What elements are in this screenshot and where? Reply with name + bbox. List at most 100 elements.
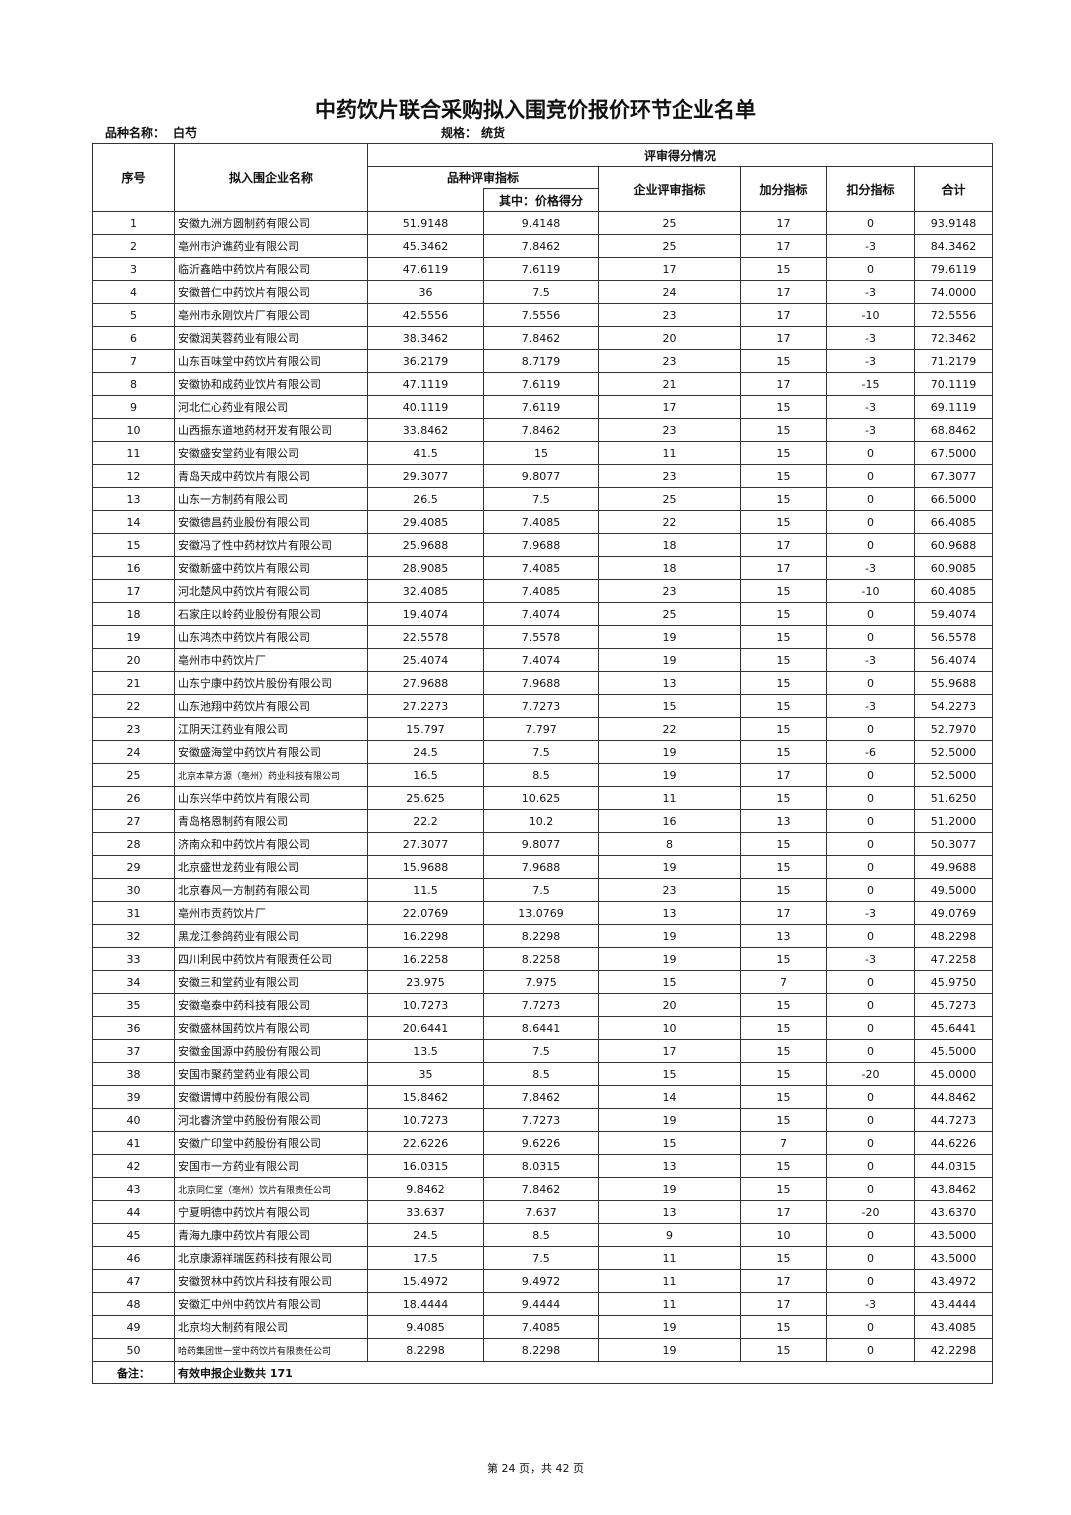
total: 66.4085 (913, 510, 994, 534)
variety-index: 28.9085 (367, 556, 484, 580)
bonus: 13 (740, 924, 827, 948)
total: 69.1119 (913, 395, 994, 419)
row-no: 46 (92, 1246, 175, 1270)
deduction: -3 (826, 280, 915, 304)
variety-index: 16.0315 (367, 1154, 484, 1178)
total: 66.5000 (913, 487, 994, 511)
company-name: 安徽亳泰中药科技有限公司 (174, 993, 368, 1017)
company-index: 23 (598, 349, 741, 373)
table-row: 15 安徽冯了性中药材饮片有限公司 25.9688 7.9688 18 17 0 60.968… (92, 533, 994, 557)
bonus: 17 (740, 763, 827, 787)
variety-index: 36 (367, 280, 484, 304)
company-index: 15 (598, 694, 741, 718)
deduction: 0 (826, 786, 915, 810)
table-row: 32 黑龙江参鸽药业有限公司 16.2298 8.2298 19 13 0 48.2298 (92, 924, 994, 948)
company-name: 安徽贺林中药饮片科技有限公司 (174, 1269, 368, 1293)
bonus: 15 (740, 694, 827, 718)
company-index: 19 (598, 1108, 741, 1132)
table-row: 41 安徽广印堂中药股份有限公司 22.6226 9.6226 15 7 0 44.6226 (92, 1131, 994, 1155)
deduction: 0 (826, 510, 915, 534)
remark-label: 备注： (92, 1361, 175, 1384)
company-name: 亳州市沪谯药业有限公司 (174, 234, 368, 258)
total: 52.7970 (913, 717, 994, 741)
table-row: 36 安徽盛林国药饮片有限公司 20.6441 8.6441 10 15 0 45.6441 (92, 1016, 994, 1040)
variety-index: 16.2258 (367, 947, 484, 971)
company-name: 安徽三和堂药业有限公司 (174, 970, 368, 994)
row-no: 41 (92, 1131, 175, 1155)
price-score: 7.8462 (483, 1177, 599, 1201)
table-row: 40 河北睿济堂中药股份有限公司 10.7273 7.7273 19 15 0 44.7273 (92, 1108, 994, 1132)
total: 70.1119 (913, 372, 994, 396)
variety-index: 51.9148 (367, 211, 484, 235)
table-row: 19 山东鸿杰中药饮片有限公司 22.5578 7.5578 19 15 0 56.5578 (92, 625, 994, 649)
company-index: 19 (598, 740, 741, 764)
company-index: 10 (598, 1016, 741, 1040)
row-no: 37 (92, 1039, 175, 1063)
deduction: 0 (826, 1108, 915, 1132)
table-row: 48 安徽汇中州中药饮片有限公司 18.4444 9.4444 11 17 -3 43.444… (92, 1292, 994, 1316)
deduction: 0 (826, 671, 915, 695)
company-name: 北京康源祥瑞医药科技有限公司 (174, 1246, 368, 1270)
deduction: -3 (826, 1292, 915, 1316)
row-no: 19 (92, 625, 175, 649)
company-index: 18 (598, 533, 741, 557)
company-index: 25 (598, 602, 741, 626)
company-index: 19 (598, 855, 741, 879)
total: 43.4085 (913, 1315, 994, 1339)
price-score: 9.4444 (483, 1292, 599, 1316)
company-index: 17 (598, 1039, 741, 1063)
bonus: 15 (740, 786, 827, 810)
deduction: -3 (826, 326, 915, 350)
bonus: 15 (740, 625, 827, 649)
variety-index: 23.975 (367, 970, 484, 994)
company-name: 济南众和中药饮片有限公司 (174, 832, 368, 856)
company-name: 安徽金国源中药股份有限公司 (174, 1039, 368, 1063)
variety-index: 25.625 (367, 786, 484, 810)
table-row: 25 北京本草方源（亳州）药业科技有限公司 16.5 8.5 19 17 0 52.5000 (92, 763, 994, 787)
table-row: 7 山东百味堂中药饮片有限公司 36.2179 8.7179 23 15 -3 71.2179 (92, 349, 994, 373)
total: 74.0000 (913, 280, 994, 304)
company-name: 亳州市贡药饮片厂 (174, 901, 368, 925)
table-row: 18 石家庄以岭药业股份有限公司 19.4074 7.4074 25 15 0 59.4074 (92, 602, 994, 626)
variety-index: 18.4444 (367, 1292, 484, 1316)
company-name: 安徽盛安堂药业有限公司 (174, 441, 368, 465)
row-no: 45 (92, 1223, 175, 1247)
variety-label: 品种名称： (105, 126, 166, 140)
company-name: 黑龙江参鸽药业有限公司 (174, 924, 368, 948)
total: 72.3462 (913, 326, 994, 350)
header-total: 合计 (913, 166, 994, 212)
header-price-score: 其中：价格得分 (483, 188, 599, 212)
deduction: 0 (826, 602, 915, 626)
price-score: 7.5 (483, 1039, 599, 1063)
bonus: 17 (740, 1200, 827, 1224)
table-row: 29 北京盛世龙药业有限公司 15.9688 7.9688 19 15 0 49.9688 (92, 855, 994, 879)
price-score: 9.8077 (483, 832, 599, 856)
bonus: 15 (740, 947, 827, 971)
row-no: 47 (92, 1269, 175, 1293)
bonus: 15 (740, 487, 827, 511)
table-row: 24 安徽盛海堂中药饮片有限公司 24.5 7.5 19 15 -6 52.5000 (92, 740, 994, 764)
table-row: 46 北京康源祥瑞医药科技有限公司 17.5 7.5 11 15 0 43.5000 (92, 1246, 994, 1270)
price-score: 8.2258 (483, 947, 599, 971)
price-score: 7.4085 (483, 1315, 599, 1339)
total: 44.8462 (913, 1085, 994, 1109)
company-name: 山东宁康中药饮片股份有限公司 (174, 671, 368, 695)
deduction: 0 (826, 832, 915, 856)
variety-index: 47.6119 (367, 257, 484, 281)
bonus: 15 (740, 395, 827, 419)
total: 42.2298 (913, 1338, 994, 1362)
company-name: 山东一方制药有限公司 (174, 487, 368, 511)
table-row: 39 安徽谓博中药股份有限公司 15.8462 7.8462 14 15 0 44.8462 (92, 1085, 994, 1109)
company-name: 北京本草方源（亳州）药业科技有限公司 (174, 763, 368, 787)
bonus: 15 (740, 1177, 827, 1201)
company-index: 19 (598, 1315, 741, 1339)
company-index: 21 (598, 372, 741, 396)
deduction: -3 (826, 418, 915, 442)
variety-index: 35 (367, 1062, 484, 1086)
row-no: 38 (92, 1062, 175, 1086)
total: 67.5000 (913, 441, 994, 465)
price-score: 8.2298 (483, 1338, 599, 1362)
total: 43.6370 (913, 1200, 994, 1224)
price-score: 7.4085 (483, 556, 599, 580)
